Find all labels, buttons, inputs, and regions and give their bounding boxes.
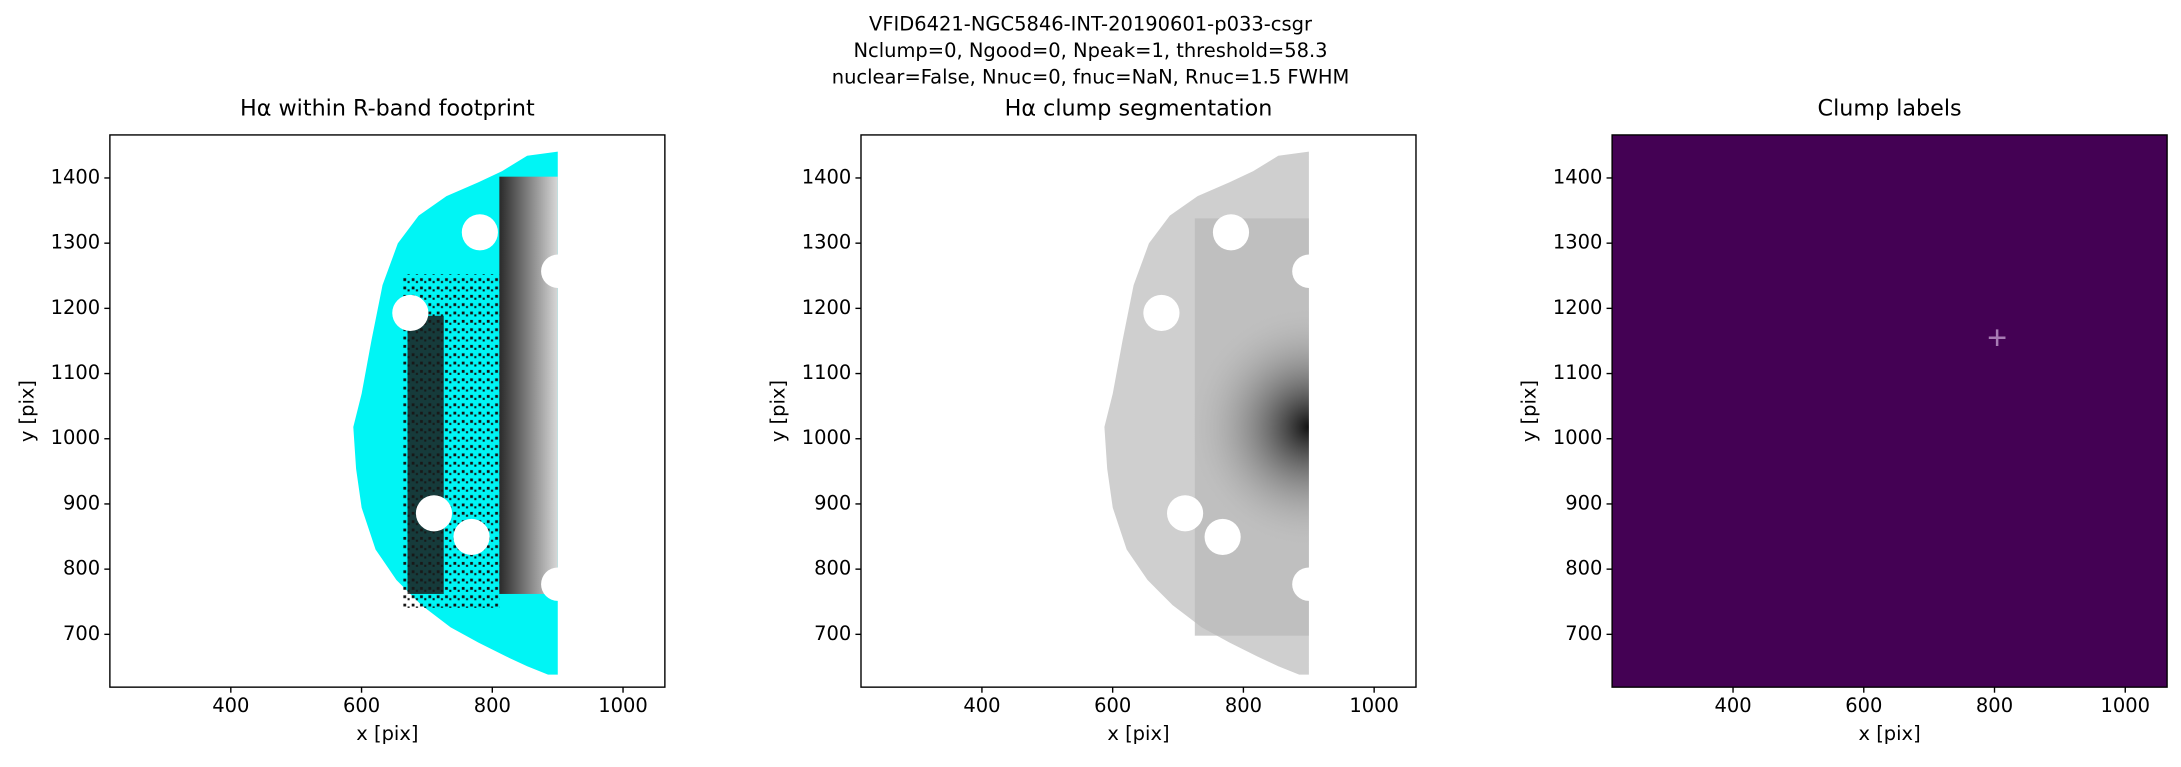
x-tick-label: 1000 <box>1349 694 1399 717</box>
label-image <box>1612 134 2168 688</box>
x-tick-label: 1000 <box>598 694 648 717</box>
band <box>499 176 558 594</box>
y-axis-label: y [pix] <box>15 380 38 442</box>
y-tick-label: 1100 <box>802 361 852 384</box>
x-axis-label: x [pix] <box>356 722 418 745</box>
x-axis-label: x [pix] <box>1858 722 1920 745</box>
y-tick-label: 700 <box>1565 622 1602 645</box>
y-tick-label: 700 <box>814 622 851 645</box>
y-tick-label: 1300 <box>51 231 101 254</box>
marker <box>1988 329 2006 347</box>
y-tick-label: 1200 <box>802 296 852 319</box>
y-tick-label: 700 <box>63 622 100 645</box>
y-axis-label: y [pix] <box>1518 380 1541 442</box>
axes-frame <box>1611 134 2168 688</box>
y-tick-label: 1100 <box>1553 361 1603 384</box>
x-tick-label: 600 <box>1845 694 1882 717</box>
image-2 <box>1104 151 1326 675</box>
x-tick-label: 400 <box>212 694 249 717</box>
axes-title: Hα within R-band footprint <box>240 95 535 121</box>
x-tick-label: 400 <box>1714 694 1751 717</box>
suptitle: Nclump=0, Ngood=0, Npeak=1, threshold=58… <box>853 39 1327 62</box>
y-tick-label: 1100 <box>51 361 101 384</box>
y-tick-label: 800 <box>814 557 851 580</box>
y-tick-label: 900 <box>1565 491 1602 514</box>
axes-title: Clump labels <box>1818 95 1962 121</box>
masks <box>1143 214 1326 601</box>
y-tick-label: 800 <box>1565 557 1602 580</box>
axes-frame <box>860 134 1417 688</box>
y-tick-label: 1300 <box>1553 231 1603 254</box>
stripe <box>407 315 444 594</box>
axes-title: Hα clump segmentation <box>1005 95 1273 121</box>
y-axis-label: y [pix] <box>766 380 789 442</box>
y-tick-label: 1400 <box>802 165 852 188</box>
x-tick-label: 1000 <box>2100 694 2150 717</box>
y-tick-label: 900 <box>63 491 100 514</box>
x-tick-label: 400 <box>963 694 1000 717</box>
x-tick-label: 800 <box>1225 694 1262 717</box>
y-tick-label: 1000 <box>1553 426 1603 449</box>
x-tick-label: 600 <box>343 694 380 717</box>
y-tick-label: 1300 <box>802 231 852 254</box>
y-tick-label: 900 <box>814 491 851 514</box>
x-axis-label: x [pix] <box>1107 722 1169 745</box>
suptitle: nuclear=False, Nnuc=0, fnuc=NaN, Rnuc=1.… <box>832 65 1350 88</box>
y-tick-label: 800 <box>63 557 100 580</box>
y-tick-label: 1400 <box>1553 165 1603 188</box>
y-tick-label: 1200 <box>51 296 101 319</box>
x-tick-label: 800 <box>1976 694 2013 717</box>
x-tick-label: 800 <box>474 694 511 717</box>
image-1 <box>353 151 575 675</box>
y-tick-label: 1200 <box>1553 296 1603 319</box>
y-tick-label: 1400 <box>51 165 101 188</box>
y-tick-label: 1000 <box>802 426 852 449</box>
axes-frame <box>109 134 666 688</box>
suptitle: VFID6421-NGC5846-INT-20190601-p033-csgr <box>869 13 1312 36</box>
core <box>1194 246 1309 608</box>
x-tick-label: 600 <box>1094 694 1131 717</box>
masks <box>392 214 575 601</box>
y-tick-label: 1000 <box>51 426 101 449</box>
